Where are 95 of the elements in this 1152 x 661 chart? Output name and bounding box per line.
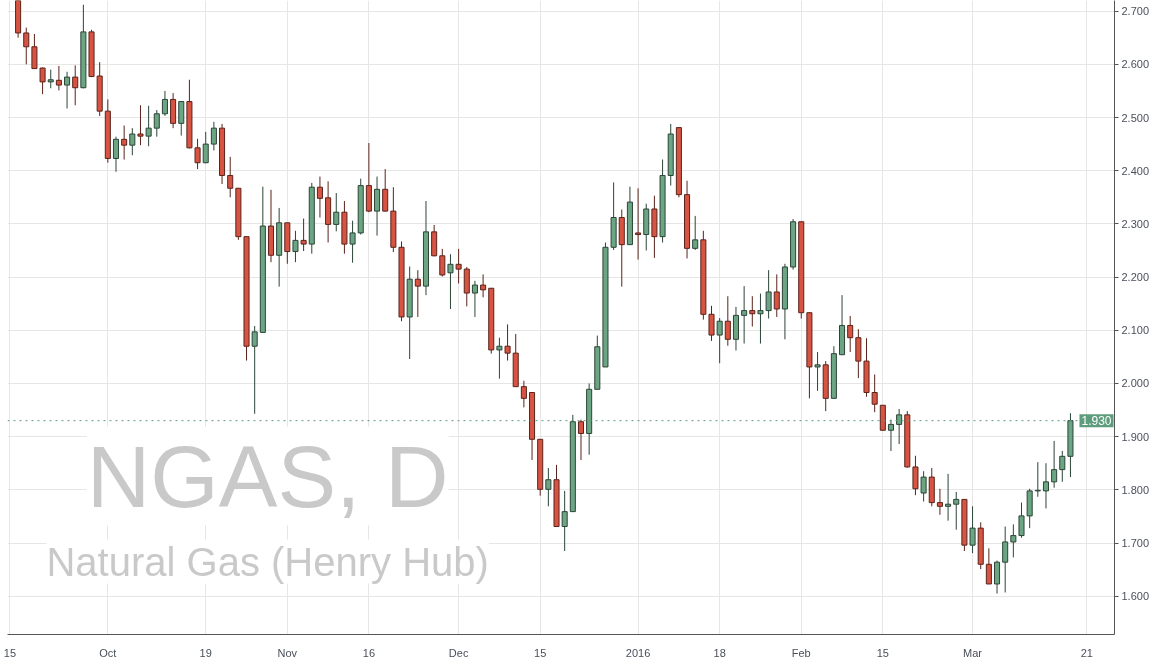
x-tick-label: Feb (791, 646, 811, 659)
candlestick (969, 505, 976, 554)
ref-line-label: 1.930 (1081, 414, 1112, 429)
candlestick (447, 253, 454, 310)
candlestick (741, 285, 748, 345)
candlestick (561, 490, 568, 552)
candlestick (855, 328, 862, 379)
candlestick (431, 224, 438, 257)
candlestick (121, 124, 128, 161)
candlestick (161, 90, 168, 117)
candlestick (349, 220, 356, 264)
candlestick (1002, 526, 1009, 593)
candlestick (300, 218, 307, 252)
candlestick (178, 100, 185, 137)
x-tick-label: Mar (963, 646, 983, 659)
candlestick (439, 248, 446, 278)
y-tick-label: 2.100 (1121, 324, 1150, 337)
candlestick (64, 71, 71, 109)
candlestick (912, 455, 919, 496)
candlestick (251, 325, 258, 415)
candlestick (170, 92, 177, 129)
x-tick-label: 16 (362, 646, 376, 659)
y-tick-label: 2.600 (1121, 58, 1150, 71)
y-tick-label: 1.800 (1121, 483, 1150, 496)
candlestick (545, 467, 552, 507)
x-tick-label: Dec (448, 646, 469, 659)
candlestick (153, 109, 160, 138)
candlestick (724, 295, 731, 347)
candlestick (1018, 502, 1025, 539)
candlestick (773, 273, 780, 318)
candlestick (129, 127, 136, 156)
candlestick (994, 560, 1001, 595)
candlestick (708, 305, 715, 342)
candlestick (635, 187, 642, 261)
x-tick-label: Nov (277, 646, 298, 659)
candlestick (953, 491, 960, 531)
candlestick (227, 156, 234, 198)
candlestick (414, 269, 421, 318)
y-tick-label: 2.700 (1121, 5, 1150, 18)
candlestick (945, 473, 952, 522)
candlestick (496, 337, 503, 380)
candlestick (520, 380, 527, 408)
x-tick-label: 2016 (625, 646, 651, 659)
candlestick (920, 470, 927, 503)
candlestick (749, 295, 756, 328)
y-tick-label: 2.200 (1121, 271, 1150, 284)
candlestick (333, 192, 340, 232)
candlestick (455, 248, 462, 284)
candlestick (145, 105, 152, 147)
candlestick (47, 69, 54, 89)
candlestick (480, 273, 487, 298)
candlestick (1010, 523, 1017, 558)
candlestick (1059, 450, 1066, 483)
candlestick (716, 317, 723, 364)
x-tick-label: 21 (1080, 646, 1093, 659)
y-tick-label: 2.000 (1121, 377, 1150, 390)
candlestick (896, 408, 903, 445)
candlestick (382, 168, 389, 213)
candlestick (504, 323, 511, 362)
candlestick (1034, 461, 1041, 498)
y-tick-label: 1.700 (1121, 537, 1150, 550)
candlestick (72, 64, 79, 106)
candlestick (887, 419, 895, 452)
y-tick-label: 1.600 (1121, 590, 1150, 603)
y-tick-label: 2.500 (1121, 111, 1150, 124)
candlestick (692, 215, 699, 251)
candlestick (292, 230, 299, 263)
y-tick-label: 2.400 (1121, 164, 1150, 177)
candlestick (316, 176, 323, 219)
x-tick-label: 15 (534, 646, 547, 659)
candlestick (471, 280, 478, 318)
candlestick (55, 65, 62, 91)
candlestick (202, 131, 209, 164)
candlestick (463, 266, 470, 307)
candlestick (847, 315, 854, 353)
candlestick (210, 121, 217, 151)
candlestick (112, 136, 120, 173)
x-tick-label: Oct (99, 646, 117, 659)
candlestick (936, 488, 943, 516)
candlestick (1051, 440, 1058, 489)
y-tick-label: 2.300 (1121, 217, 1150, 230)
candlestick (985, 547, 992, 585)
candlestick (23, 27, 30, 65)
x-tick-label: 15 (876, 646, 889, 659)
x-tick-label: 19 (199, 646, 212, 659)
candlestick (1042, 462, 1049, 509)
candlestick (374, 176, 381, 237)
candlestick (137, 104, 144, 146)
candlestick (577, 419, 585, 461)
x-tick-label: 18 (713, 646, 726, 659)
y-tick-label: 1.900 (1121, 430, 1150, 443)
x-tick-label: 15 (3, 646, 17, 659)
candlestick (814, 351, 821, 392)
candlestick (732, 306, 740, 351)
candlestick (194, 138, 201, 170)
